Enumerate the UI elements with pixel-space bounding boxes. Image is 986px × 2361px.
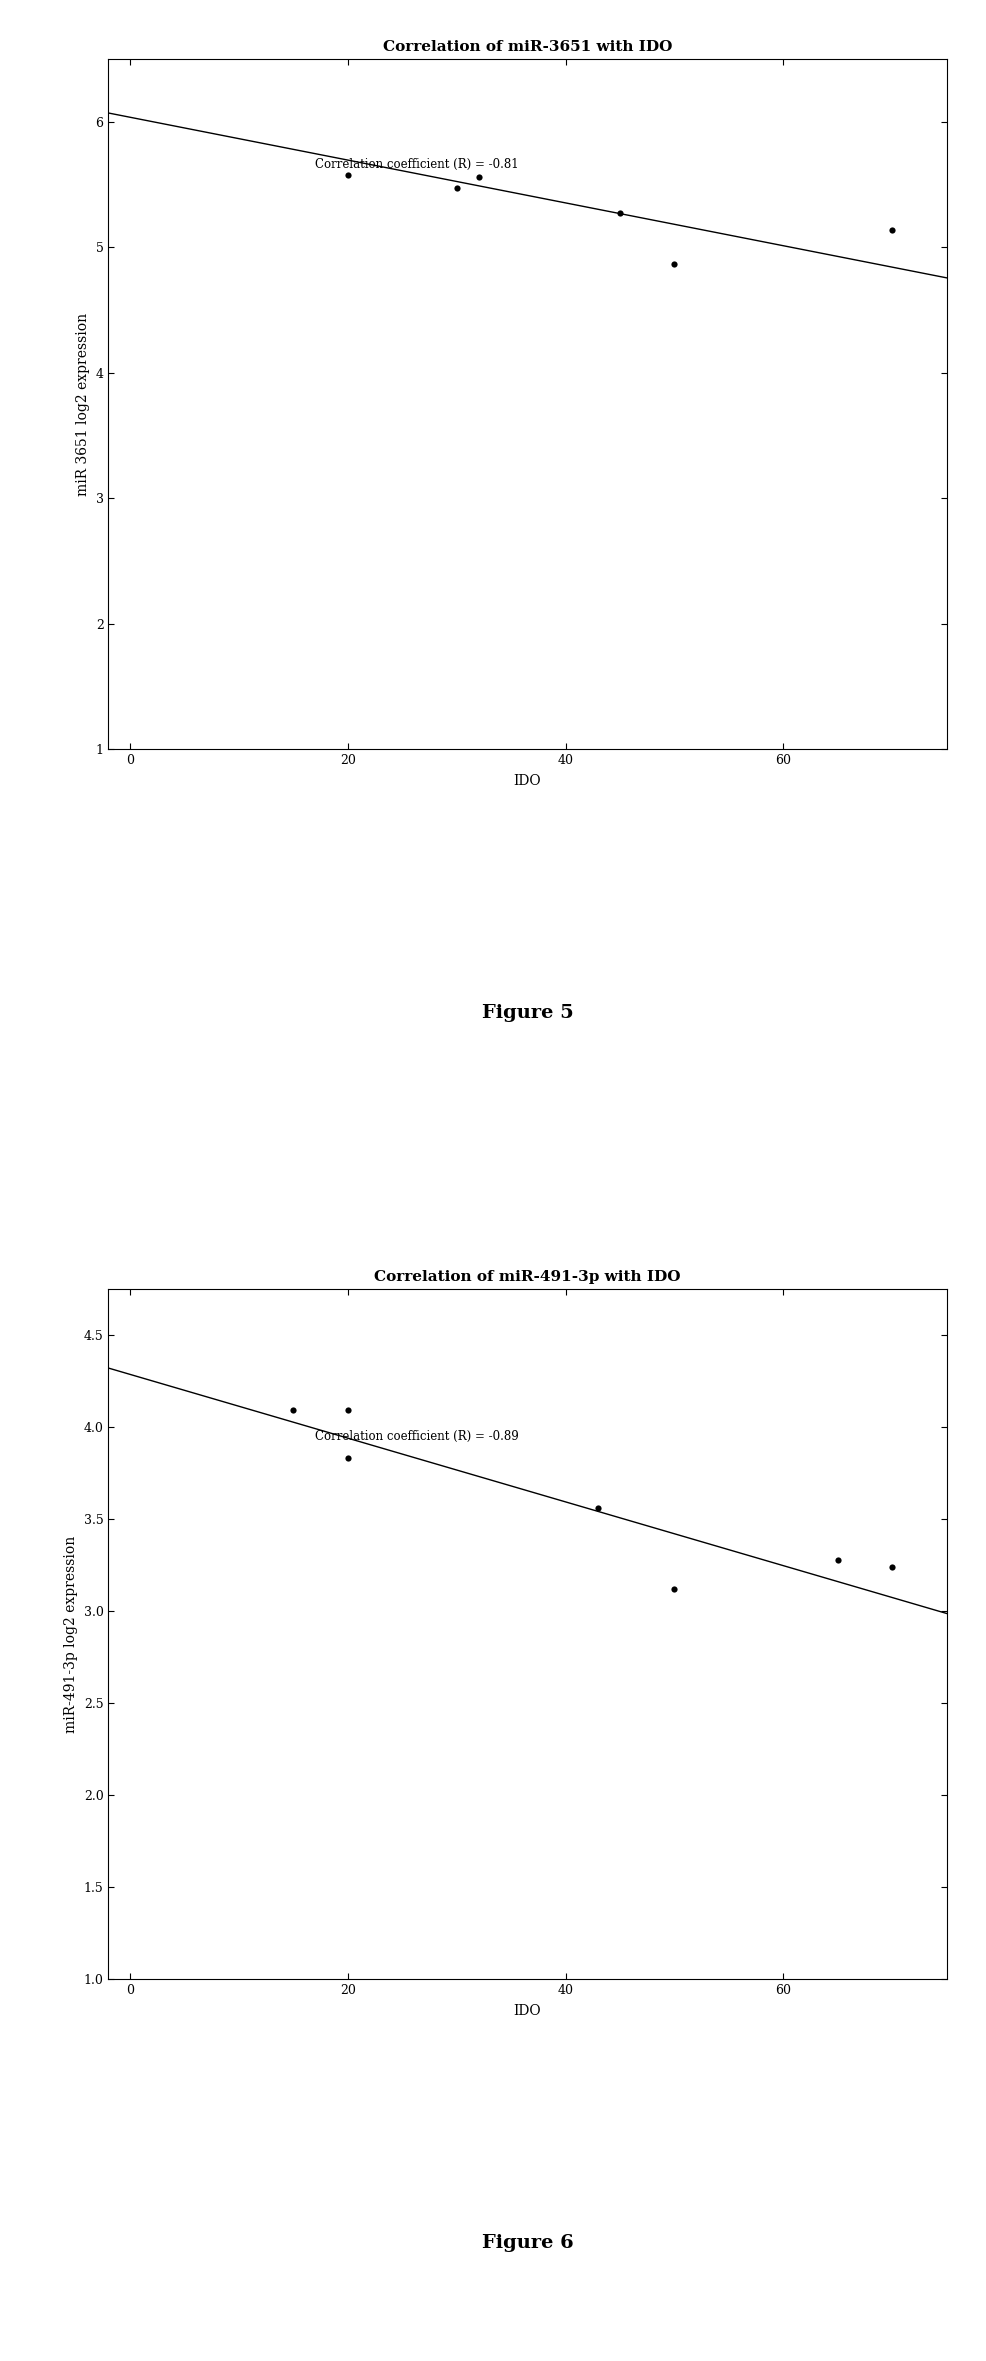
Title: Correlation of miR-3651 with IDO: Correlation of miR-3651 with IDO <box>383 40 672 54</box>
Point <box>830 1542 846 1580</box>
X-axis label: IDO: IDO <box>514 774 541 789</box>
Y-axis label: miR 3651 log2 expression: miR 3651 log2 expression <box>76 312 90 496</box>
Y-axis label: miR-491-3p log2 expression: miR-491-3p log2 expression <box>64 1535 78 1733</box>
Text: Correlation coefficient (R) = -0.81: Correlation coefficient (R) = -0.81 <box>316 158 519 172</box>
Point <box>884 210 900 248</box>
Point <box>591 1490 606 1528</box>
X-axis label: IDO: IDO <box>514 2004 541 2019</box>
Point <box>470 158 486 196</box>
Point <box>667 246 682 283</box>
Point <box>340 1440 356 1478</box>
Point <box>340 156 356 194</box>
Point <box>884 1549 900 1587</box>
Point <box>340 1391 356 1428</box>
Point <box>449 170 464 208</box>
Text: Correlation coefficient (R) = -0.89: Correlation coefficient (R) = -0.89 <box>316 1431 519 1443</box>
Point <box>667 1570 682 1608</box>
Point <box>612 194 628 231</box>
Text: Figure 5: Figure 5 <box>481 1003 574 1022</box>
Point <box>286 1391 302 1428</box>
Text: Figure 6: Figure 6 <box>481 2234 574 2252</box>
Title: Correlation of miR-491-3p with IDO: Correlation of miR-491-3p with IDO <box>375 1270 680 1284</box>
